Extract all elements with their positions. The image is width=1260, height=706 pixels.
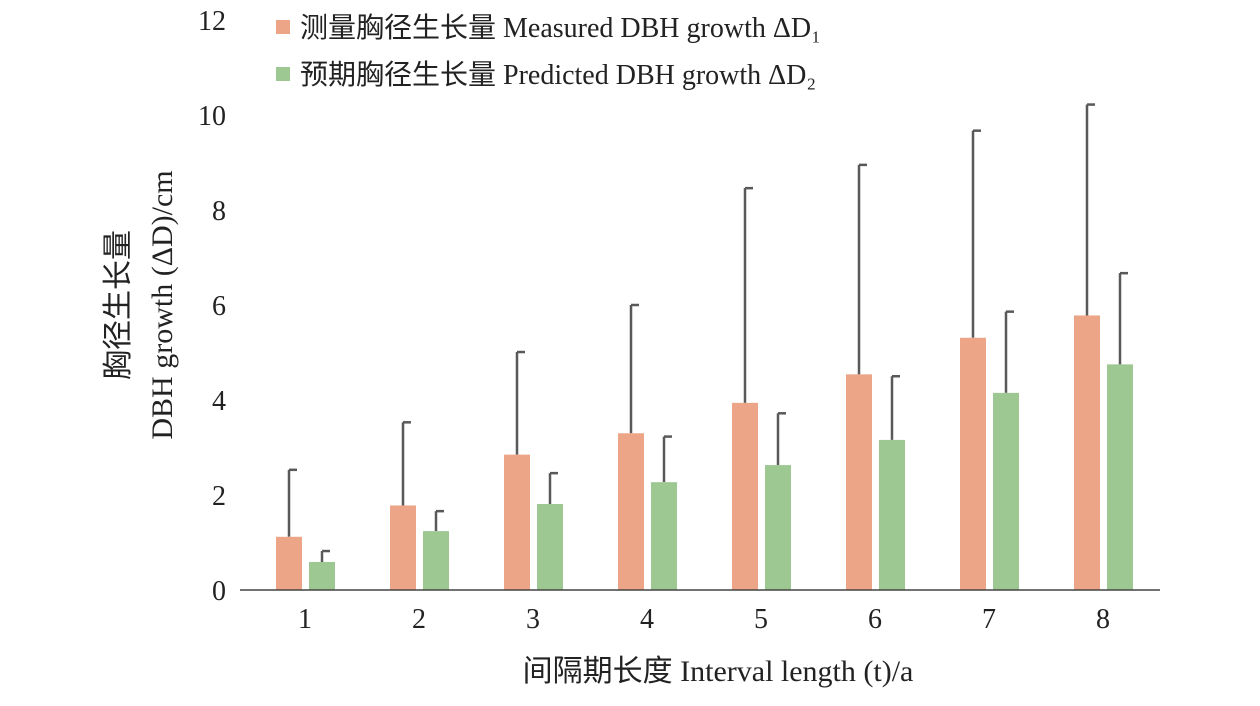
measured-bar xyxy=(732,402,758,590)
predicted-bar xyxy=(423,531,449,590)
legend-label-measured: 测量胸径生长量 Measured DBH growth ΔD₁ xyxy=(300,12,821,44)
predicted-bar xyxy=(309,561,335,590)
measured-bar xyxy=(390,505,416,590)
x-tick-label: 4 xyxy=(640,604,654,635)
x-tick-label: 1 xyxy=(298,604,312,635)
x-tick-label: 8 xyxy=(1096,604,1110,635)
legend-swatch-predicted xyxy=(276,67,290,81)
x-tick-label: 2 xyxy=(412,604,426,635)
predicted-bar xyxy=(1107,364,1133,590)
measured-bar xyxy=(504,454,530,590)
measured-bar xyxy=(1074,315,1100,590)
x-tick-label: 5 xyxy=(754,604,768,635)
legend-swatch-measured xyxy=(276,20,290,34)
predicted-bar xyxy=(537,504,563,590)
x-tick-label: 6 xyxy=(868,604,882,635)
legend-label-predicted: 预期胸径生长量 Predicted DBH growth ΔD₂ xyxy=(300,59,816,91)
predicted-bar xyxy=(993,392,1019,590)
y-tick-label: 0 xyxy=(212,576,226,607)
measured-bar xyxy=(276,536,302,590)
y-tick-label: 6 xyxy=(212,291,226,322)
y-axis-label-en: DBH growth (ΔD)/cm xyxy=(146,170,179,439)
measured-bar xyxy=(960,337,986,590)
y-axis-label-cn: 胸径生长量 xyxy=(102,230,135,380)
x-tick-label: 7 xyxy=(982,604,996,635)
x-axis-label: 间隔期长度 Interval length (t)/a xyxy=(523,655,914,688)
measured-bar xyxy=(846,374,872,590)
measured-bar xyxy=(618,433,644,590)
predicted-bar xyxy=(765,465,791,590)
predicted-bar xyxy=(651,482,677,590)
y-tick-label: 8 xyxy=(212,196,226,227)
x-tick-label: 3 xyxy=(526,604,540,635)
y-tick-label: 4 xyxy=(212,386,226,417)
y-tick-label: 10 xyxy=(198,101,226,132)
y-tick-label: 12 xyxy=(198,6,226,37)
y-tick-label: 2 xyxy=(212,481,226,512)
predicted-bar xyxy=(879,439,905,590)
